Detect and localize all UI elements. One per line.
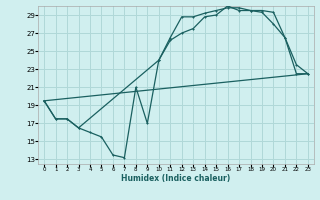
X-axis label: Humidex (Indice chaleur): Humidex (Indice chaleur) [121, 174, 231, 183]
